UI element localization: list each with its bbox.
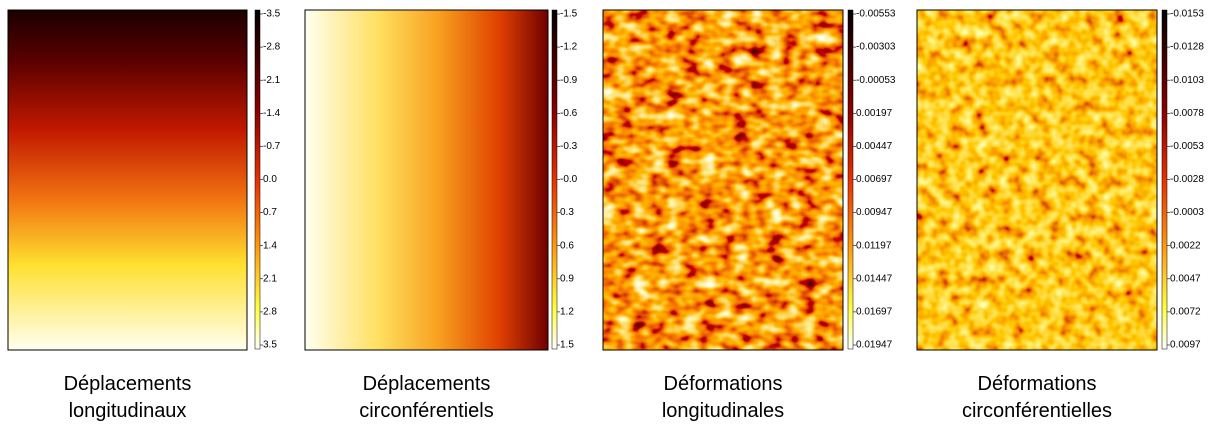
colorbar-label: -0.00303 (856, 42, 896, 53)
colorbar-label: 0.01447 (856, 273, 893, 284)
caption: circonférentielles (962, 400, 1112, 422)
colorbar-label: 3.5 (263, 340, 277, 351)
colorbar-label: 0.0047 (1170, 273, 1201, 284)
colorbar-label: 0.01197 (856, 240, 892, 251)
colorbar-label: -0.0153 (1170, 9, 1204, 20)
colorbar-label: -0.0003 (1170, 207, 1204, 218)
colorbar-label: -0.6 (560, 108, 578, 119)
colorbar-label: -0.0078 (1170, 108, 1204, 119)
field-map (7, 9, 248, 351)
colorbar-label: -0.9 (560, 75, 578, 86)
field-map (603, 10, 843, 350)
colorbar-label: 0.00197 (856, 108, 893, 119)
caption: Déplacements (64, 373, 192, 395)
colorbar-label: -0.0128 (1170, 42, 1204, 53)
colorbar-label: -1.4 (263, 108, 281, 119)
colorbar-label: 0.0022 (1170, 240, 1201, 251)
colorbar-label: -0.0053 (1170, 141, 1204, 152)
colorbar (254, 9, 261, 350)
colorbar-label: 0.01697 (856, 307, 893, 318)
colorbar (847, 9, 854, 350)
caption: circonférentiels (359, 400, 494, 422)
colorbar-label: -0.0 (560, 174, 578, 185)
map-border (916, 9, 1158, 351)
colorbar-label: 0.3 (560, 207, 574, 218)
colorbar-label: 0.00447 (856, 141, 893, 152)
colorbar-label: -2.1 (263, 75, 281, 86)
caption: longitudinales (662, 400, 784, 422)
caption: longitudinaux (69, 400, 187, 422)
colorbar-label: -0.3 (560, 141, 578, 152)
colorbar-label: 2.1 (263, 273, 277, 284)
colorbar-label: -3.5 (263, 9, 281, 20)
colorbar-label: 0.0 (263, 174, 277, 185)
map-border (602, 9, 844, 351)
colorbar-label: 0.00697 (856, 174, 893, 185)
colorbar-label: -0.7 (263, 141, 281, 152)
colorbar-label: 1.4 (263, 240, 277, 251)
colorbar (1161, 9, 1168, 350)
field-map (304, 9, 549, 351)
colorbar (551, 9, 558, 350)
colorbar-label: 1.2 (560, 307, 574, 318)
colorbar-label: 0.0072 (1170, 307, 1201, 318)
colorbar-label: 1.5 (560, 340, 574, 351)
colorbar-label: -0.00053 (856, 75, 896, 86)
caption: Déformations (978, 373, 1097, 395)
colorbar-label: 0.01947 (856, 340, 893, 351)
caption: Déplacements (363, 373, 491, 395)
colorbar-label: -0.0028 (1170, 174, 1204, 185)
colorbar-label: 0.00947 (856, 207, 893, 218)
caption: Déformations (664, 373, 783, 395)
colorbar-label: 0.9 (560, 273, 574, 284)
colorbar-label: -1.5 (560, 9, 578, 20)
colorbar-label: 0.0097 (1170, 340, 1201, 351)
field-map (917, 10, 1157, 350)
colorbar-label: -0.00553 (856, 9, 896, 20)
colorbar-label: -2.8 (263, 42, 281, 53)
colorbar-label: 2.8 (263, 307, 277, 318)
colorbar-label: -0.0103 (1170, 75, 1204, 86)
colorbar-label: -1.2 (560, 42, 578, 53)
colorbar-label: 0.7 (263, 207, 277, 218)
colorbar-label: 0.6 (560, 240, 574, 251)
